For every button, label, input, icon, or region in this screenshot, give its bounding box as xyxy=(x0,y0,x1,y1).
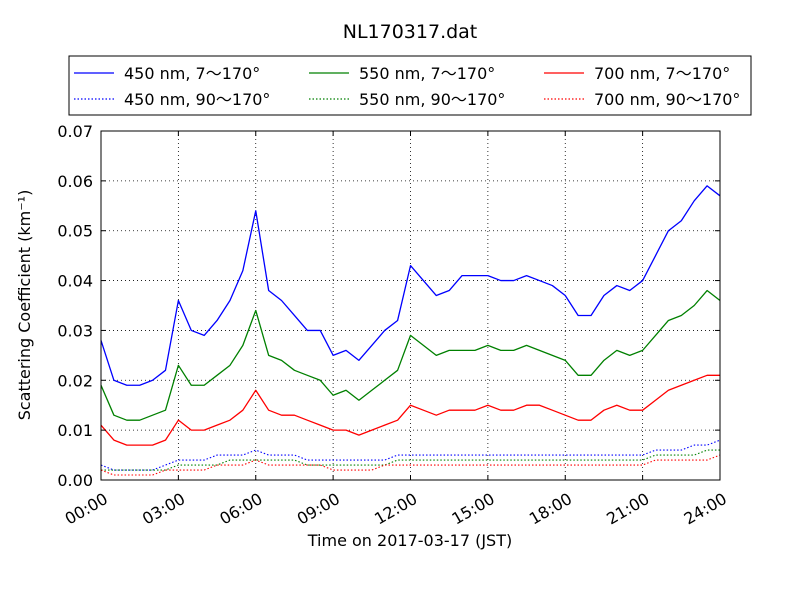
legend-label: 550 nm, 90～170° xyxy=(359,90,505,109)
y-tick-label: 0.07 xyxy=(57,122,93,141)
series-line xyxy=(100,454,721,476)
y-tick-label: 0.04 xyxy=(57,272,93,291)
x-axis-label: Time on 2017-03-17 (JST) xyxy=(307,531,512,550)
legend: 450 nm, 7～170° 450 nm, 90～170° 550 nm, 7～1… xyxy=(68,55,752,116)
legend-entry: 550 nm, 90～170° xyxy=(309,90,505,109)
y-tick-label: 0.00 xyxy=(57,471,93,490)
legend-label: 450 nm, 90～170° xyxy=(124,90,270,109)
series-line xyxy=(100,439,721,471)
y-tick-label: 0.03 xyxy=(57,321,93,340)
legend-entries: 450 nm, 7～170° 450 nm, 90～170° 550 nm, 7～1… xyxy=(74,64,740,109)
y-tick-label: 0.01 xyxy=(57,421,93,440)
y-tick-label: 0.05 xyxy=(57,222,93,241)
legend-entry: 550 nm, 7～170° xyxy=(309,64,495,83)
series-line xyxy=(100,289,721,421)
series-line xyxy=(100,185,721,386)
ticks xyxy=(100,130,721,481)
y-tick-labels: 0.00 0.01 0.02 0.03 0.04 0.05 0.06 0.07 xyxy=(57,122,93,490)
legend-label: 450 nm, 7～170° xyxy=(124,64,260,83)
legend-label: 700 nm, 7～170° xyxy=(594,64,730,83)
legend-label: 550 nm, 7～170° xyxy=(359,64,495,83)
chart-title: NL170317.dat xyxy=(343,21,478,43)
legend-entry: 450 nm, 90～170° xyxy=(74,90,270,109)
legend-label: 700 nm, 90～170° xyxy=(594,90,740,109)
y-axis-label: Scattering Coefficient (km⁻¹) xyxy=(15,190,34,421)
legend-entry: 450 nm, 7～170° xyxy=(74,64,260,83)
y-tick-label: 0.02 xyxy=(57,371,93,390)
series-layer xyxy=(100,185,721,476)
legend-entry: 700 nm, 7～170° xyxy=(544,64,730,83)
series-line xyxy=(100,374,720,446)
legend-box xyxy=(68,55,752,116)
legend-entry: 700 nm, 90～170° xyxy=(544,90,740,109)
y-tick-label: 0.06 xyxy=(57,172,93,191)
